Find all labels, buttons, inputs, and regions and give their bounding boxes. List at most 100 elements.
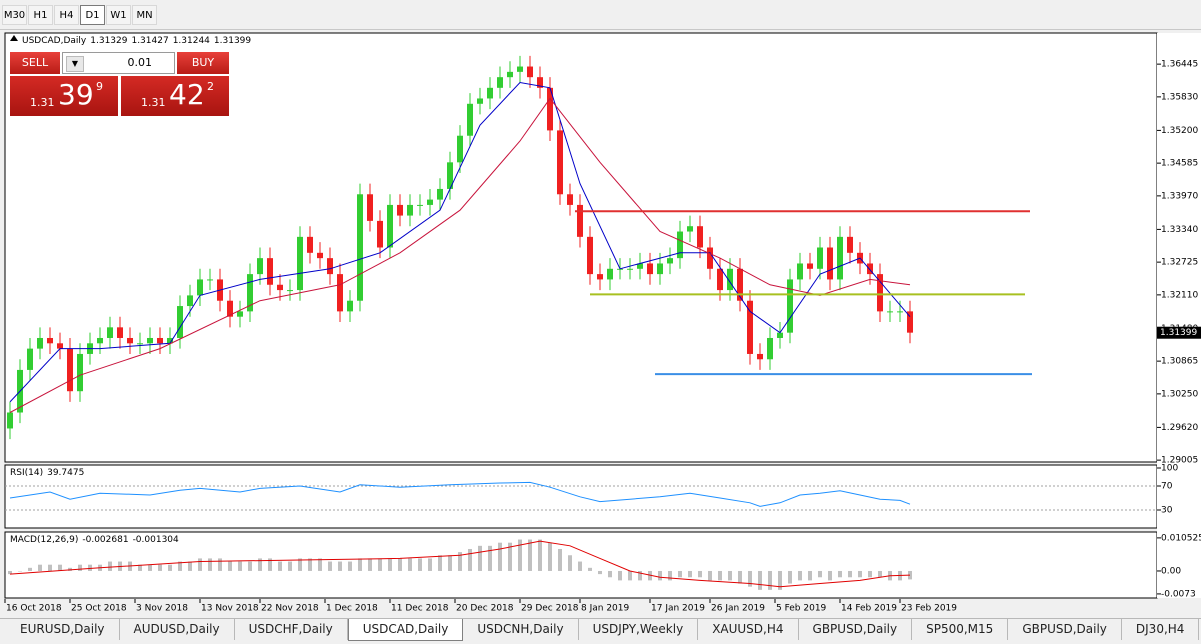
- y-tick-label: 0.010525: [1161, 533, 1201, 543]
- histogram-bar: [628, 570, 632, 581]
- histogram-bar: [608, 570, 612, 578]
- candle-body: [747, 300, 753, 354]
- histogram-bar: [298, 558, 302, 571]
- candle-body: [137, 343, 143, 345]
- candle-body: [107, 327, 113, 338]
- chart: 1.36445 1.35830 1.35200 1.34585 1.33970 1.333…: [0, 30, 1201, 618]
- histogram-bar: [768, 570, 772, 590]
- y-tick-label: 1.34585: [1161, 159, 1198, 169]
- lot-input[interactable]: ▼ 0.01: [62, 52, 175, 74]
- candle-body: [577, 204, 583, 237]
- chart-tab[interactable]: DJ30,H4: [1122, 619, 1200, 640]
- candle-body: [757, 353, 763, 360]
- last-price-label: 1.31399: [1160, 328, 1197, 338]
- histogram-bar: [148, 564, 152, 571]
- histogram-bar: [438, 555, 442, 571]
- y-tick-label: 1.33340: [1161, 225, 1198, 235]
- histogram-bar: [468, 548, 472, 571]
- histogram-bar: [578, 561, 582, 571]
- histogram-bar: [278, 561, 282, 571]
- sell-button[interactable]: SELL: [10, 52, 60, 74]
- histogram-bar: [138, 564, 142, 571]
- chart-tab[interactable]: USDCAD,Daily: [347, 619, 464, 641]
- candle-body: [457, 135, 463, 163]
- chart-tab[interactable]: GBPUSD,Daily: [1008, 619, 1122, 640]
- histogram-bar: [548, 542, 552, 571]
- candle-body: [587, 236, 593, 275]
- label-part: USDCAD,Daily: [22, 36, 87, 46]
- candle-body: [447, 162, 453, 189]
- candle-body: [637, 263, 643, 269]
- timeframe-toolbar: M30 H1 H4 D1 W1 MN: [0, 0, 1201, 30]
- chart-tab[interactable]: EURUSD,Daily: [6, 619, 120, 640]
- timeframe-button[interactable]: D1: [80, 5, 105, 25]
- chart-tab[interactable]: USDCNH,Daily: [463, 619, 579, 640]
- label-part: -0.002681: [82, 535, 128, 545]
- histogram-bar: [598, 570, 602, 575]
- candle-body: [237, 311, 243, 317]
- candle-body: [407, 204, 413, 216]
- candle-body: [497, 77, 503, 88]
- candle-body: [767, 337, 773, 360]
- histogram-bar: [758, 570, 762, 590]
- timeframe-button[interactable]: M30: [2, 5, 27, 25]
- histogram-bar: [238, 561, 242, 571]
- histogram-bar: [678, 570, 682, 578]
- candle-body: [57, 343, 63, 349]
- timeframe-button[interactable]: W1: [106, 5, 131, 25]
- candle-body: [557, 130, 563, 195]
- candle-body: [627, 268, 633, 270]
- lot-spinner[interactable]: ▼: [66, 56, 84, 72]
- y-tick-label: 1.30865: [1161, 357, 1198, 367]
- candle-body: [277, 284, 283, 291]
- chart-tab[interactable]: SP500,M15: [912, 619, 1009, 640]
- timeframe-button[interactable]: H1: [28, 5, 53, 25]
- y-tick-label: 1.29005: [1161, 456, 1198, 466]
- chart-tab[interactable]: USDJPY,Weekly: [579, 619, 699, 640]
- chart-tab[interactable]: AUDUSD,Daily: [120, 619, 235, 640]
- chart-tab[interactable]: USDCHF,Daily: [235, 619, 348, 640]
- timeframe-button[interactable]: MN: [132, 5, 157, 25]
- timeframe-button[interactable]: H4: [54, 5, 79, 25]
- histogram-bar: [518, 539, 522, 571]
- chart-tab[interactable]: GBPUSD,Daily: [799, 619, 913, 640]
- signal-line: [9, 540, 911, 588]
- y-tick-label: 1.35830: [1161, 92, 1198, 102]
- histogram-bar: [18, 570, 22, 572]
- sell-price-pips: 39: [58, 78, 94, 111]
- candle-body: [187, 295, 193, 307]
- candle-body: [317, 252, 323, 259]
- histogram-bar: [248, 561, 252, 571]
- histogram-bar: [108, 561, 112, 571]
- candle-body: [817, 247, 823, 269]
- candle-body: [677, 231, 683, 259]
- histogram-bar: [178, 561, 182, 571]
- candle-body: [597, 274, 603, 280]
- candle-body: [167, 337, 173, 344]
- x-tick-label: 20 Dec 2018: [456, 604, 514, 614]
- chart-tab[interactable]: XAUUSD,H4: [698, 619, 799, 640]
- candle-body: [117, 327, 123, 338]
- histogram-bar: [8, 570, 12, 575]
- y-tick-label: 1.36445: [1161, 60, 1198, 70]
- histogram-bar: [58, 564, 62, 571]
- histogram-bar: [668, 570, 672, 581]
- y-tick-label: 30: [1161, 506, 1173, 516]
- histogram-bar: [448, 555, 452, 571]
- histogram-bar: [868, 570, 872, 578]
- sell-price[interactable]: 1.31 39 9: [10, 76, 118, 116]
- buy-button[interactable]: BUY: [177, 52, 229, 74]
- label-part: RSI(14): [10, 468, 43, 478]
- candle-body: [157, 337, 163, 344]
- chart-tabs: EURUSD,Daily AUDUSD,Daily USDCHF,Daily USDC…: [0, 618, 1201, 644]
- candle-body: [47, 337, 53, 344]
- candle-body: [467, 103, 473, 136]
- candle-body: [417, 204, 423, 206]
- histogram-bar: [258, 558, 262, 571]
- histogram-bar: [198, 558, 202, 571]
- histogram-bar: [748, 570, 752, 587]
- histogram-bar: [718, 570, 722, 581]
- buy-price[interactable]: 1.31 42 2: [121, 76, 229, 116]
- candle-body: [727, 268, 733, 291]
- x-tick-label: 8 Jan 2019: [581, 604, 629, 614]
